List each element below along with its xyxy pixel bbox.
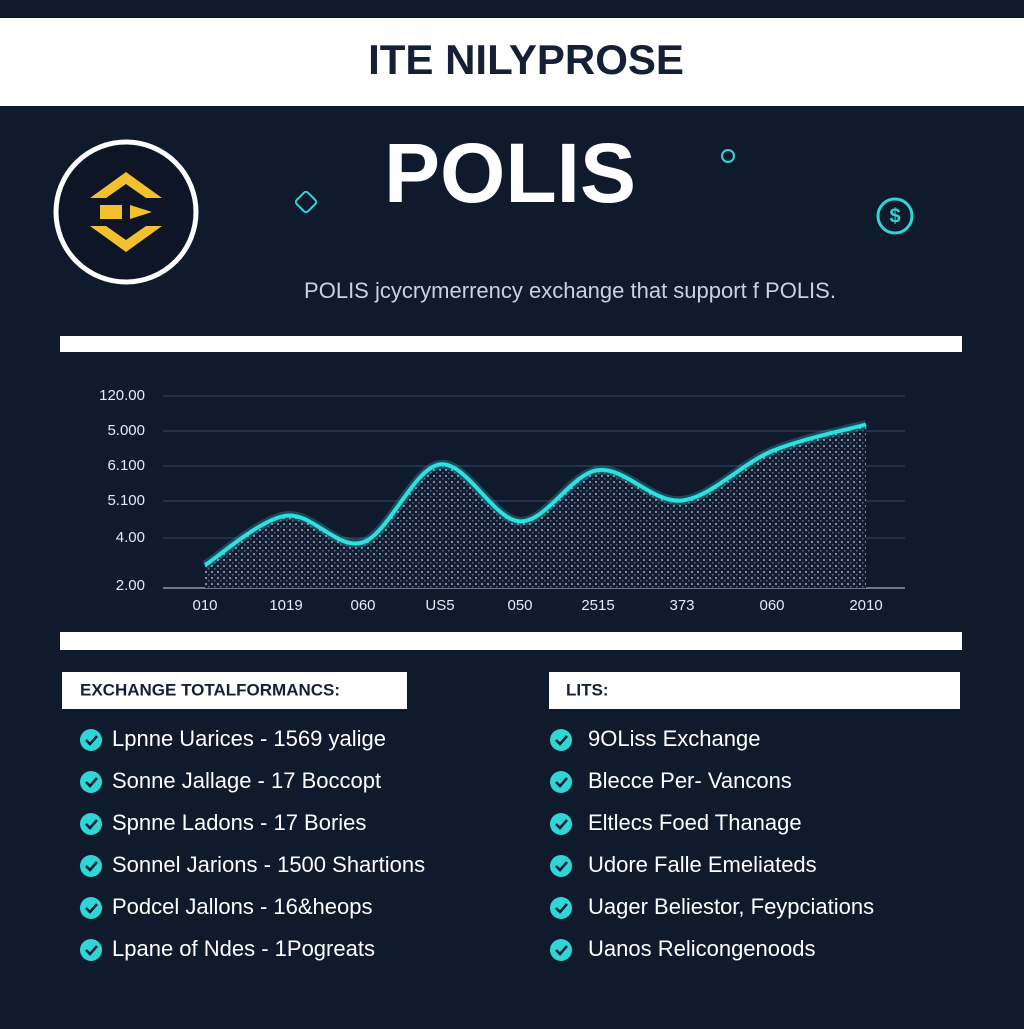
list-item: Podcel Jallons - 16&heops — [112, 894, 373, 919]
check-icon — [550, 813, 572, 835]
check-icon — [550, 897, 572, 919]
list-heading: LITS: — [566, 680, 609, 699]
x-tick-label: US5 — [425, 597, 454, 614]
list-heading: EXCHANGE TOTALFORMANCS: — [80, 680, 340, 699]
check-mark — [85, 861, 98, 872]
x-tick-label: 373 — [669, 597, 694, 614]
x-tick-label: 1019 — [269, 597, 302, 614]
list-item: Eltlecs Foed Thanage — [588, 810, 802, 835]
check-icon — [550, 771, 572, 793]
check-icon — [80, 939, 102, 961]
y-tick-label: 6.100 — [107, 457, 145, 474]
list-item: Sonnel Jarions - 1500 Shartions — [112, 852, 425, 877]
area — [205, 424, 866, 588]
x-tick-label: 050 — [507, 597, 532, 614]
tagline: POLIS jcycrymerrency exchange that suppo… — [304, 278, 836, 303]
list-item: Lpnne Uarices - 1569 yalige — [112, 726, 386, 751]
list-item: Uanos Relicongenoods — [588, 936, 816, 961]
svg-text:$: $ — [889, 205, 900, 227]
logo — [53, 139, 199, 285]
check-icon — [550, 855, 572, 877]
y-tick-label: 120.00 — [99, 387, 145, 404]
divider — [60, 336, 962, 352]
check-icon — [80, 771, 102, 793]
check-icon — [80, 813, 102, 835]
list-item: Lpane of Ndes - 1Pogreats — [112, 936, 375, 961]
check-mark — [555, 903, 568, 914]
line — [203, 422, 867, 567]
x-tick-label: 060 — [350, 597, 375, 614]
check-icon — [80, 855, 102, 877]
list-heading-box — [62, 672, 407, 709]
check-mark — [85, 945, 98, 956]
divider — [60, 632, 962, 650]
check-mark — [555, 861, 568, 872]
brand-name: POLIS — [384, 126, 636, 220]
check-mark — [555, 777, 568, 788]
y-tick-label: 5.000 — [107, 422, 145, 439]
list-item: Spnne Ladons - 17 Bories — [112, 810, 366, 835]
check-icon — [80, 729, 102, 751]
header-title: ITE NILYPROSE — [368, 36, 684, 83]
icon: $ — [294, 149, 914, 235]
chart: 120.00 5.000 6.100 5.100 4.00 2.00 010 1019 060 U… — [99, 387, 905, 614]
check-mark — [85, 777, 98, 788]
list-item: Uager Beliestor, Feypciations — [588, 894, 874, 919]
x-tick-label: 2010 — [849, 597, 882, 614]
x-tick-label: 010 — [192, 597, 217, 614]
x-tick-label: 2515 — [581, 597, 614, 614]
list-item: Blecce Per- Vancons — [588, 768, 792, 793]
check-mark — [85, 735, 98, 746]
y-tick-label: 4.00 — [116, 529, 145, 546]
check-mark — [555, 735, 568, 746]
list-item: Udore Falle Emeliateds — [588, 852, 817, 877]
check-icon — [550, 729, 572, 751]
header-band — [0, 18, 1024, 106]
check-icon — [80, 897, 102, 919]
y-tick-label: 2.00 — [116, 577, 145, 594]
check-mark — [85, 819, 98, 830]
check-mark — [555, 945, 568, 956]
lists: EXCHANGE TOTALFORMANCS: Lpnne Uarices - 1… — [80, 680, 874, 961]
list-item: Sonne Jallage - 17 Boccopt — [112, 768, 381, 793]
list-heading-box — [549, 672, 960, 709]
check-mark — [555, 819, 568, 830]
y-tick-label: 5.100 — [107, 492, 145, 509]
check-mark — [85, 903, 98, 914]
list-item: 9OLiss Exchange — [588, 726, 760, 751]
check-icon — [550, 939, 572, 961]
x-tick-label: 060 — [759, 597, 784, 614]
